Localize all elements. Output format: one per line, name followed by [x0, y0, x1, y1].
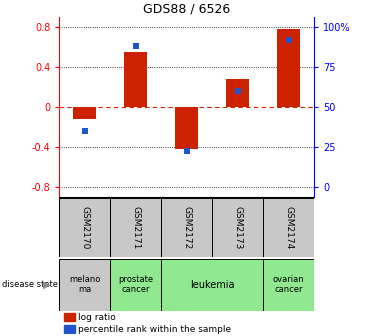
Text: percentile rank within the sample: percentile rank within the sample — [79, 325, 232, 334]
Bar — [74, 107, 96, 119]
Bar — [64, 325, 75, 333]
Point — [133, 43, 139, 49]
Bar — [226, 79, 249, 107]
Text: log ratio: log ratio — [79, 313, 116, 322]
Point — [82, 128, 88, 133]
Text: ovarian
cancer: ovarian cancer — [273, 275, 304, 294]
Text: ▶: ▶ — [43, 280, 51, 290]
Text: GSM2171: GSM2171 — [131, 206, 140, 249]
Bar — [161, 259, 263, 311]
Point — [286, 37, 292, 42]
Text: leukemia: leukemia — [190, 280, 234, 290]
Bar — [64, 313, 75, 321]
Text: GSM2170: GSM2170 — [80, 206, 89, 249]
Text: GSM2173: GSM2173 — [233, 206, 242, 249]
Bar — [277, 29, 300, 107]
Text: melano
ma: melano ma — [69, 275, 100, 294]
Title: GDS88 / 6526: GDS88 / 6526 — [143, 3, 230, 16]
Bar — [212, 198, 263, 257]
Bar — [263, 259, 314, 311]
Bar — [110, 198, 161, 257]
Bar — [124, 52, 147, 107]
Bar — [59, 259, 110, 311]
Bar — [59, 198, 110, 257]
Text: prostate
cancer: prostate cancer — [118, 275, 153, 294]
Point — [184, 149, 190, 154]
Text: GSM2174: GSM2174 — [284, 206, 293, 249]
Bar — [110, 259, 161, 311]
Bar — [263, 198, 314, 257]
Text: disease state: disease state — [2, 280, 58, 289]
Text: GSM2172: GSM2172 — [182, 206, 191, 249]
Point — [234, 88, 241, 93]
Bar — [161, 198, 212, 257]
Bar — [175, 107, 198, 149]
